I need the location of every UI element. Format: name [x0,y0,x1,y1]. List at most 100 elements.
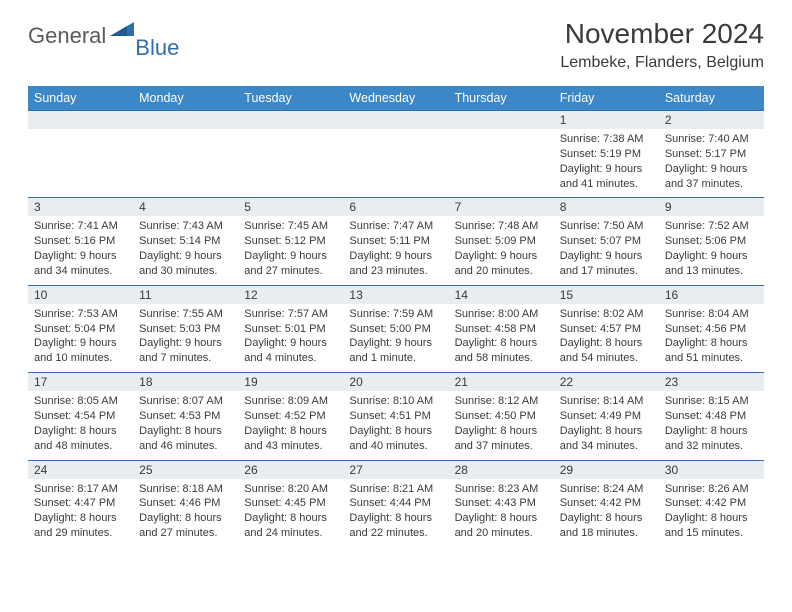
sunrise-line: Sunrise: 8:05 AM [34,394,127,409]
day-detail-cell: Sunrise: 8:23 AMSunset: 4:43 PMDaylight:… [449,479,554,547]
sunset-line: Sunset: 4:48 PM [665,409,758,424]
sunset-line: Sunset: 4:42 PM [665,496,758,511]
day-number-cell: 6 [343,198,448,217]
day-number-cell: 27 [343,460,448,479]
daylight-line: Daylight: 9 hours and 37 minutes. [665,162,758,192]
sunset-line: Sunset: 4:52 PM [244,409,337,424]
title-block: November 2024 Lembeke, Flanders, Belgium [560,18,764,72]
daylight-line: Daylight: 8 hours and 54 minutes. [560,336,653,366]
detail-row: Sunrise: 7:41 AMSunset: 5:16 PMDaylight:… [28,216,764,285]
day-detail-cell: Sunrise: 8:09 AMSunset: 4:52 PMDaylight:… [238,391,343,460]
daylight-line: Daylight: 9 hours and 34 minutes. [34,249,127,279]
day-detail-cell: Sunrise: 7:43 AMSunset: 5:14 PMDaylight:… [133,216,238,285]
day-header: Sunday [28,86,133,111]
daylight-line: Daylight: 8 hours and 20 minutes. [455,511,548,541]
day-detail-cell: Sunrise: 7:45 AMSunset: 5:12 PMDaylight:… [238,216,343,285]
day-number-cell: 17 [28,373,133,392]
sunset-line: Sunset: 5:09 PM [455,234,548,249]
brand-logo: General Blue [28,18,180,47]
sunset-line: Sunset: 4:46 PM [139,496,232,511]
sunrise-line: Sunrise: 7:45 AM [244,219,337,234]
day-number-cell: 22 [554,373,659,392]
sunset-line: Sunset: 5:16 PM [34,234,127,249]
day-detail-cell: Sunrise: 7:48 AMSunset: 5:09 PMDaylight:… [449,216,554,285]
sunset-line: Sunset: 5:17 PM [665,147,758,162]
sunrise-line: Sunrise: 7:38 AM [560,132,653,147]
day-header: Tuesday [238,86,343,111]
day-detail-cell: Sunrise: 7:41 AMSunset: 5:16 PMDaylight:… [28,216,133,285]
day-number-cell: 28 [449,460,554,479]
daylight-line: Daylight: 8 hours and 40 minutes. [349,424,442,454]
location: Lembeke, Flanders, Belgium [560,54,764,72]
sunrise-line: Sunrise: 8:12 AM [455,394,548,409]
daylight-line: Daylight: 8 hours and 32 minutes. [665,424,758,454]
day-number-cell [28,111,133,130]
day-number-cell: 9 [659,198,764,217]
sunrise-line: Sunrise: 7:48 AM [455,219,548,234]
sunset-line: Sunset: 5:03 PM [139,322,232,337]
sunrise-line: Sunrise: 7:57 AM [244,307,337,322]
daylight-line: Daylight: 8 hours and 15 minutes. [665,511,758,541]
day-detail-cell: Sunrise: 8:15 AMSunset: 4:48 PMDaylight:… [659,391,764,460]
sunrise-line: Sunrise: 7:52 AM [665,219,758,234]
sunset-line: Sunset: 4:49 PM [560,409,653,424]
sunset-line: Sunset: 5:04 PM [34,322,127,337]
day-detail-cell: Sunrise: 8:26 AMSunset: 4:42 PMDaylight:… [659,479,764,547]
daylight-line: Daylight: 8 hours and 18 minutes. [560,511,653,541]
sunrise-line: Sunrise: 7:50 AM [560,219,653,234]
day-header: Monday [133,86,238,111]
day-number-cell: 4 [133,198,238,217]
day-number-cell: 16 [659,285,764,304]
daylight-line: Daylight: 8 hours and 48 minutes. [34,424,127,454]
day-number-cell: 29 [554,460,659,479]
calendar-table: SundayMondayTuesdayWednesdayThursdayFrid… [28,86,764,547]
day-number-cell: 21 [449,373,554,392]
daylight-line: Daylight: 9 hours and 13 minutes. [665,249,758,279]
day-number-cell: 15 [554,285,659,304]
day-detail-cell: Sunrise: 7:40 AMSunset: 5:17 PMDaylight:… [659,129,764,198]
sunset-line: Sunset: 4:56 PM [665,322,758,337]
daylight-line: Daylight: 9 hours and 10 minutes. [34,336,127,366]
sunset-line: Sunset: 5:06 PM [665,234,758,249]
sunrise-line: Sunrise: 8:09 AM [244,394,337,409]
day-detail-cell: Sunrise: 8:17 AMSunset: 4:47 PMDaylight:… [28,479,133,547]
daylight-line: Daylight: 9 hours and 23 minutes. [349,249,442,279]
month-title: November 2024 [560,18,764,50]
day-number-cell: 14 [449,285,554,304]
sunrise-line: Sunrise: 8:23 AM [455,482,548,497]
detail-row: Sunrise: 7:53 AMSunset: 5:04 PMDaylight:… [28,304,764,373]
sunrise-line: Sunrise: 7:55 AM [139,307,232,322]
day-detail-cell [449,129,554,198]
day-number-cell [449,111,554,130]
day-number-cell: 11 [133,285,238,304]
detail-row: Sunrise: 8:05 AMSunset: 4:54 PMDaylight:… [28,391,764,460]
daylight-line: Daylight: 9 hours and 20 minutes. [455,249,548,279]
calendar-page: General Blue November 2024 Lembeke, Flan… [0,0,792,565]
day-detail-cell [133,129,238,198]
day-detail-cell: Sunrise: 8:04 AMSunset: 4:56 PMDaylight:… [659,304,764,373]
daylight-line: Daylight: 8 hours and 24 minutes. [244,511,337,541]
sunset-line: Sunset: 5:12 PM [244,234,337,249]
daynum-row: 24252627282930 [28,460,764,479]
sunrise-line: Sunrise: 8:07 AM [139,394,232,409]
day-number-cell: 20 [343,373,448,392]
sunset-line: Sunset: 5:07 PM [560,234,653,249]
day-number-cell: 25 [133,460,238,479]
day-number-cell: 18 [133,373,238,392]
calendar-thead: SundayMondayTuesdayWednesdayThursdayFrid… [28,86,764,111]
day-number-cell: 7 [449,198,554,217]
sunset-line: Sunset: 4:47 PM [34,496,127,511]
sunset-line: Sunset: 4:44 PM [349,496,442,511]
day-number-cell: 26 [238,460,343,479]
daynum-row: 17181920212223 [28,373,764,392]
daylight-line: Daylight: 9 hours and 7 minutes. [139,336,232,366]
day-number-cell: 30 [659,460,764,479]
daylight-line: Daylight: 9 hours and 30 minutes. [139,249,232,279]
sunrise-line: Sunrise: 7:59 AM [349,307,442,322]
day-number-cell: 5 [238,198,343,217]
day-detail-cell: Sunrise: 7:55 AMSunset: 5:03 PMDaylight:… [133,304,238,373]
daylight-line: Daylight: 9 hours and 4 minutes. [244,336,337,366]
sunset-line: Sunset: 5:14 PM [139,234,232,249]
day-detail-cell: Sunrise: 8:05 AMSunset: 4:54 PMDaylight:… [28,391,133,460]
day-detail-cell [343,129,448,198]
